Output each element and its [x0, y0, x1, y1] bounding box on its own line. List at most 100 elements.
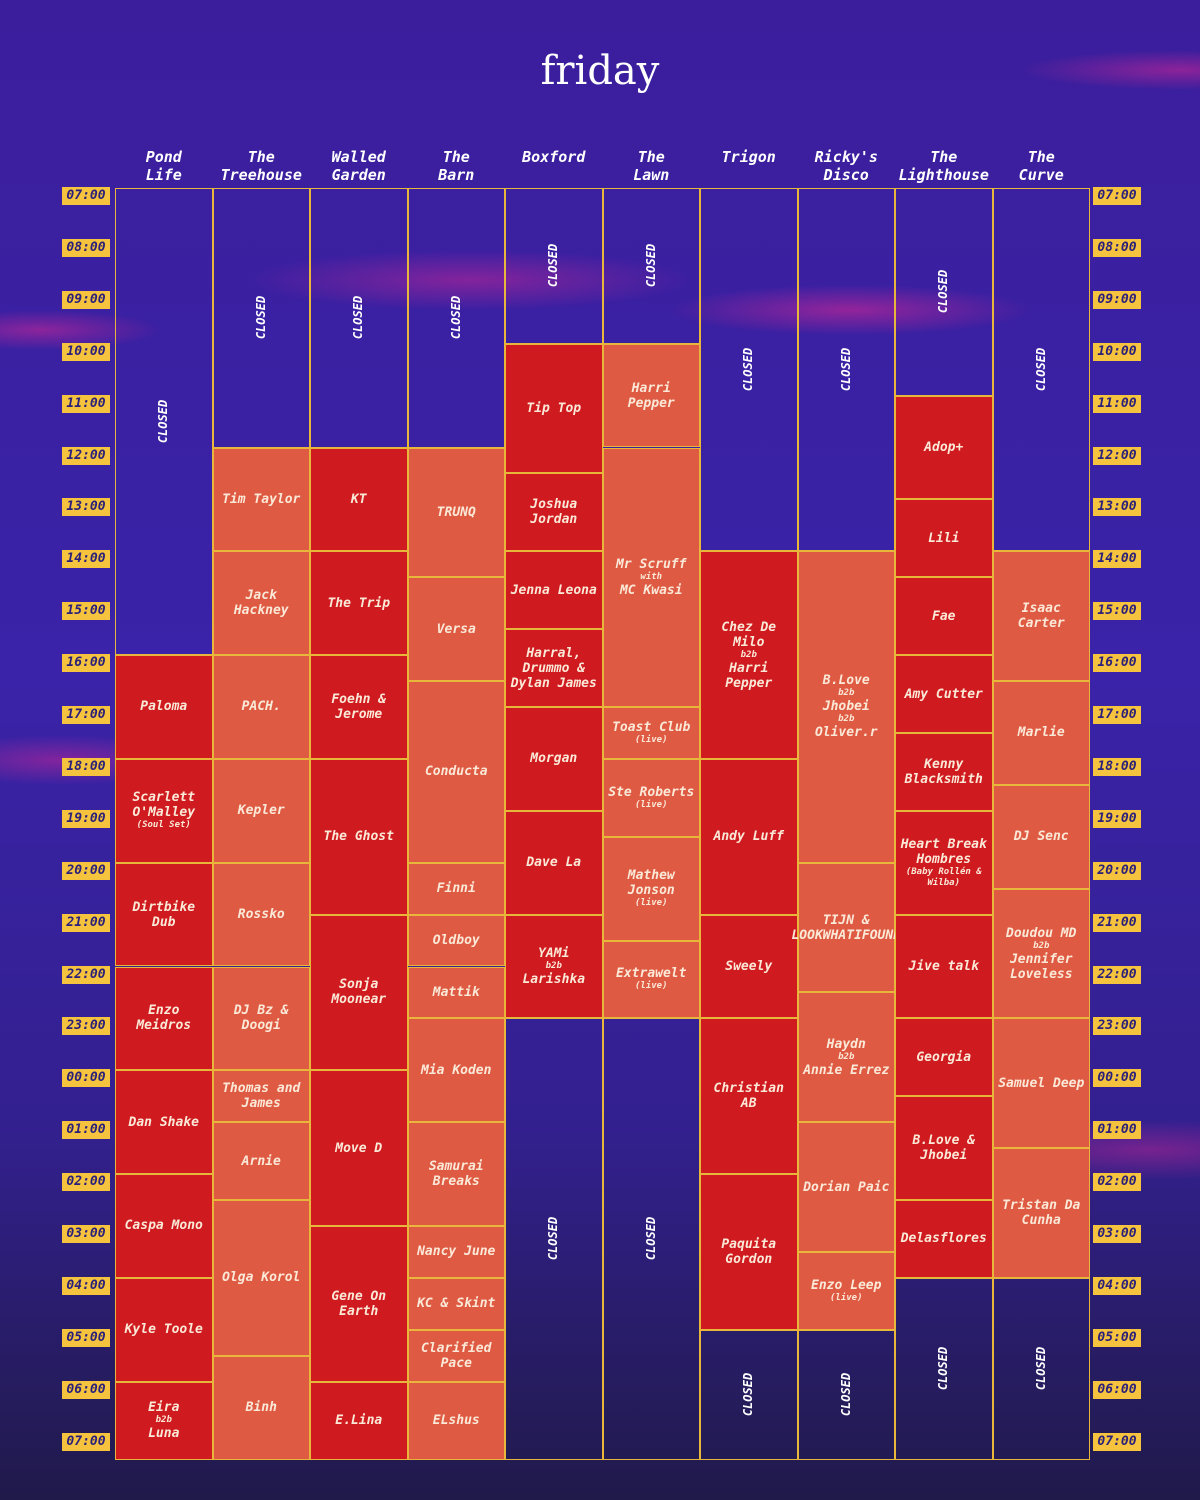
artist-name: CLOSED — [936, 270, 951, 314]
time-label: 09:00 — [1093, 290, 1141, 309]
set-slot: Enzo Leep (live) — [797, 1251, 895, 1330]
artist-name: Luna — [148, 1426, 180, 1442]
closed-slot: CLOSED — [505, 1018, 603, 1460]
stage-name-line: Disco — [823, 166, 869, 184]
time-label: 15:00 — [1093, 602, 1141, 621]
set-slot: Arnie — [212, 1122, 310, 1201]
time-label: 12:00 — [62, 446, 110, 465]
stage-name-line: Barn — [438, 166, 475, 184]
set-slot: Olga Korol — [212, 1200, 310, 1356]
set-slot: Adop+ — [895, 395, 993, 500]
time-label: 01:00 — [62, 1121, 110, 1140]
set-slot: E.Lina — [310, 1381, 408, 1460]
artist-name: Gene On Earth — [331, 1288, 387, 1319]
set-slot: Morgan — [505, 707, 603, 811]
set-slot: Nancy June — [407, 1226, 505, 1278]
set-slot: Harri Pepper — [602, 343, 700, 448]
artist-name: Paquita Gordon — [721, 1236, 777, 1267]
slot-note: b2b — [545, 960, 562, 971]
artist-name: Isaac Carter — [1017, 601, 1065, 632]
set-slot: Kepler — [212, 758, 310, 863]
artist-name: Eira — [148, 1400, 180, 1416]
artist-name: YAMi — [538, 945, 570, 961]
set-slot: Chez De Milo b2b Harri Pepper — [700, 551, 798, 759]
slot-note: b2b — [740, 649, 757, 660]
time-label: 03:00 — [62, 1225, 110, 1243]
slot-note: (Soul Set) — [136, 820, 191, 831]
time-label: 20:00 — [62, 861, 110, 880]
set-slot: Heart Break Hombres (Baby Rollén & Wilba) — [895, 810, 993, 915]
set-slot: Caspa Mono — [115, 1174, 213, 1278]
artist-name: Enzo Meidros — [136, 1003, 192, 1034]
artist-name: Amy Cutter — [904, 686, 983, 702]
stage-name-line: Treehouse — [220, 166, 302, 184]
set-slot: TIJN & LOOKWHATIFOUND — [791, 862, 901, 993]
time-label: 07:00 — [1093, 1432, 1141, 1451]
artist-name: Mia Koden — [421, 1062, 492, 1078]
set-slot: Dorian Paic — [797, 1122, 895, 1252]
time-label: 15:00 — [62, 602, 110, 621]
time-label: 06:00 — [62, 1380, 110, 1399]
stage-name: The Lighthouse — [895, 148, 993, 184]
slot-note: with — [640, 571, 663, 582]
set-slot: Jive talk — [895, 914, 993, 1019]
slot-note: b2b — [838, 714, 855, 725]
time-label: 10:00 — [62, 342, 110, 361]
stage-name-line: Walled — [331, 148, 386, 166]
closed-slot: CLOSED — [797, 1329, 895, 1460]
time-label: 05:00 — [62, 1328, 110, 1347]
artist-name: The Trip — [327, 595, 391, 611]
set-slot: Move D — [310, 1070, 408, 1226]
set-slot: Sonja Moonear — [310, 914, 408, 1071]
time-label: 05:00 — [1093, 1328, 1141, 1347]
artist-name: Jennifer Loveless — [1009, 951, 1073, 982]
set-slot: KT — [310, 447, 408, 552]
artist-name: Georgia — [916, 1049, 972, 1065]
set-slot: ELshus — [407, 1381, 505, 1460]
artist-name: Tip Top — [526, 401, 582, 417]
set-slot: Paloma — [115, 655, 213, 759]
time-label: 12:00 — [1093, 446, 1141, 465]
time-label: 22:00 — [1093, 965, 1141, 984]
artist-name: CLOSED — [741, 347, 756, 392]
slot-note: (live) — [634, 898, 668, 909]
time-label: 16:00 — [62, 654, 110, 673]
artist-name: Ste Roberts — [608, 784, 695, 800]
artist-name: Chez De Milo — [721, 619, 777, 650]
set-slot: TRUNQ — [407, 447, 505, 578]
artist-name: Harri Pepper — [627, 380, 675, 411]
time-label: 06:00 — [1093, 1380, 1141, 1399]
stage-name-line: Pond — [145, 148, 182, 166]
stage-name-line: Boxford — [522, 148, 586, 166]
artist-name: B.Love & Jhobei — [912, 1133, 976, 1164]
closed-slot: CLOSED — [797, 188, 895, 552]
stage-name: Boxford — [505, 148, 603, 166]
time-label: 10:00 — [1093, 342, 1141, 361]
artist-name: Extrawelt — [616, 966, 687, 982]
set-slot: Binh — [212, 1355, 310, 1460]
time-label: 20:00 — [1093, 861, 1141, 880]
closed-slot: CLOSED — [700, 1329, 798, 1460]
artist-name: Kyle Toole — [124, 1322, 203, 1338]
set-slot: The Ghost — [310, 758, 408, 915]
artist-name: Conducta — [424, 764, 488, 780]
artist-name: Dave La — [526, 855, 582, 871]
artist-name: Andy Luff — [713, 829, 784, 845]
set-slot: Fae — [895, 577, 993, 656]
set-slot: Delasflores — [895, 1200, 993, 1278]
artist-name: ELshus — [432, 1413, 480, 1429]
set-slot: Tip Top — [505, 343, 603, 474]
set-slot: Harral, Drummo & Dylan James — [505, 629, 603, 707]
set-slot: Christian AB — [700, 1018, 798, 1175]
set-slot: Sweely — [700, 914, 798, 1019]
artist-name: Dirtbike Dub — [132, 899, 196, 930]
artist-name: Christian AB — [713, 1081, 784, 1112]
slot-note: (live) — [634, 734, 668, 745]
closed-slot: CLOSED — [602, 188, 700, 344]
closed-slot: CLOSED — [212, 188, 310, 448]
artist-name: Jhobei — [822, 699, 870, 715]
stage-name-line: The — [247, 148, 275, 166]
artist-name: Delasflores — [900, 1231, 987, 1247]
set-slot: KC & Skint — [407, 1277, 505, 1330]
time-label: 21:00 — [1093, 913, 1141, 932]
